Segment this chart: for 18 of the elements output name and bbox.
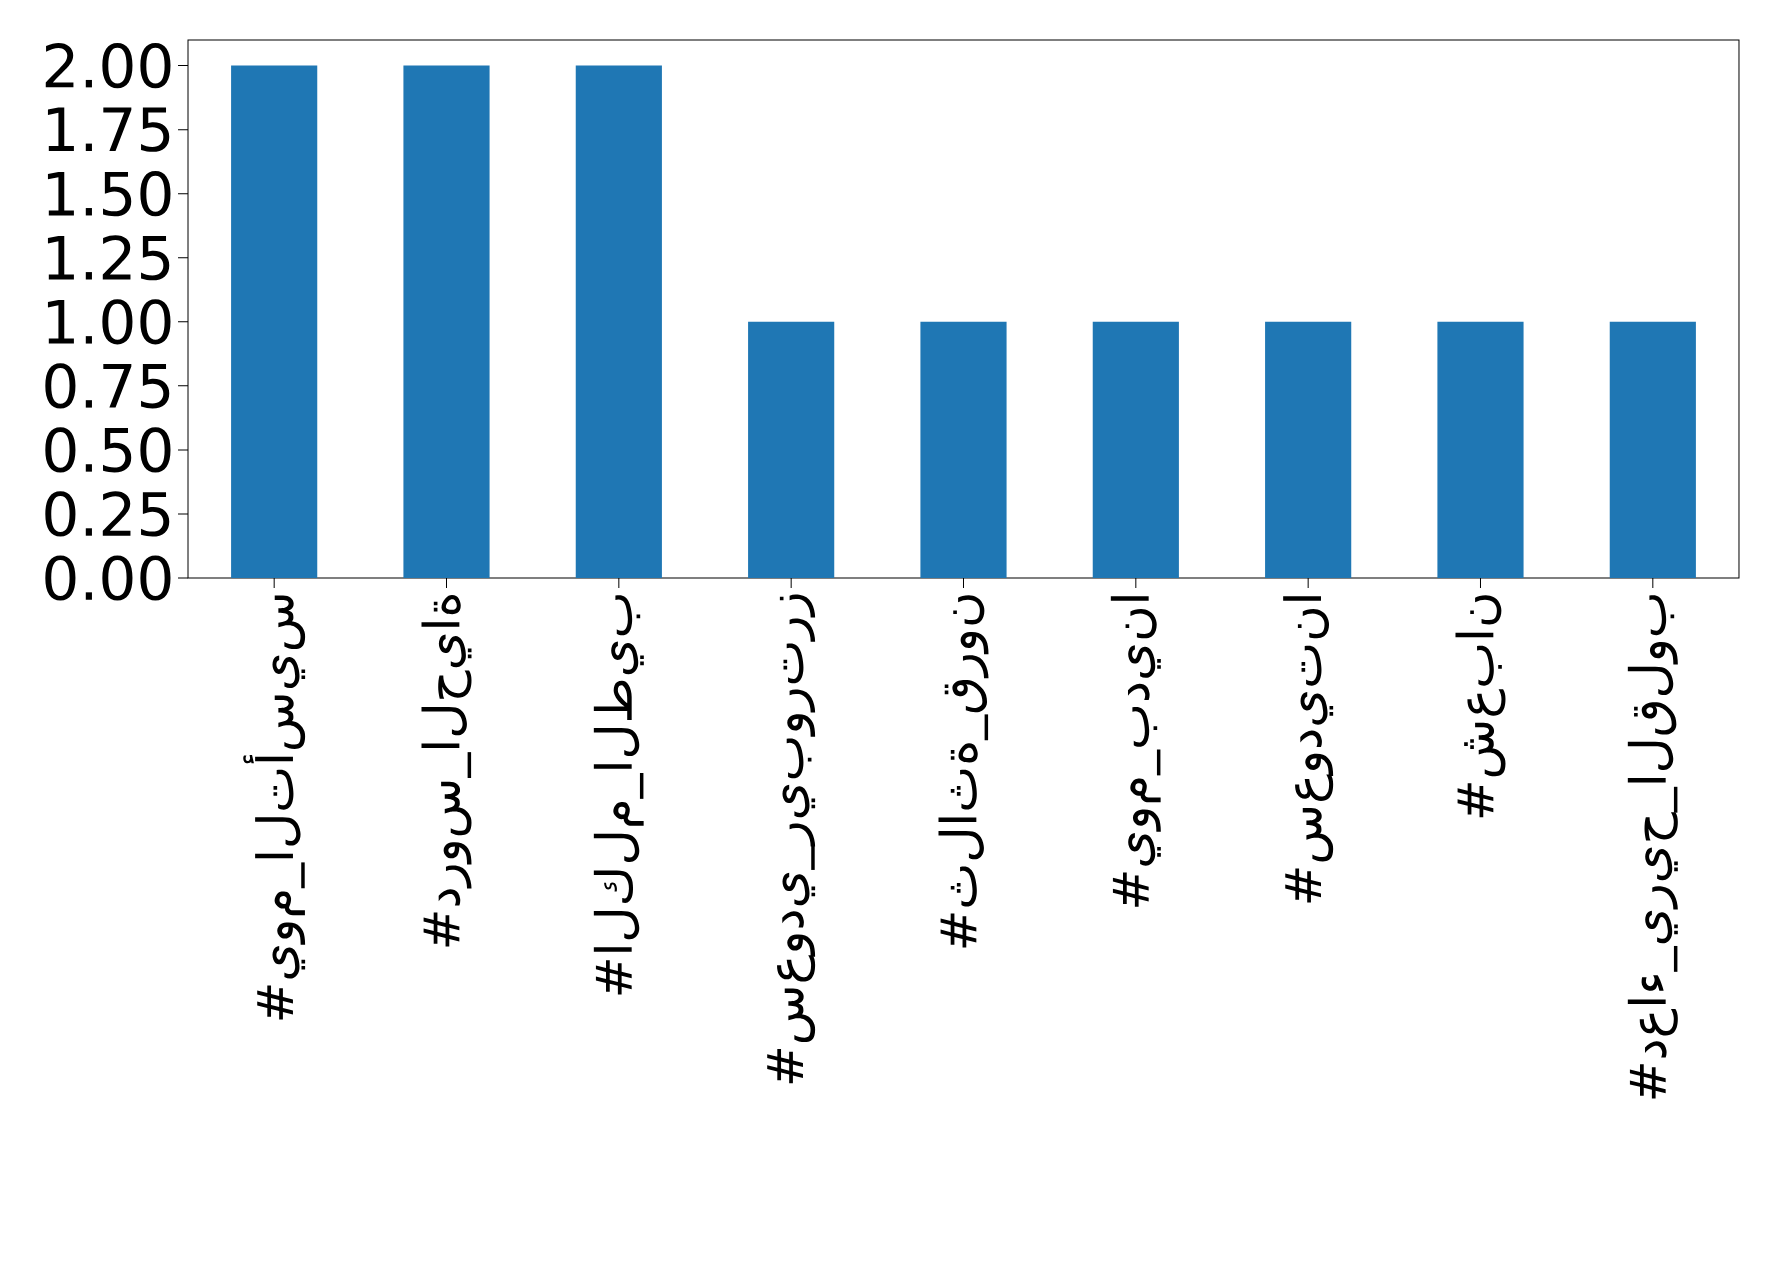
x-tick-label: #يوم_التأسيس	[243, 595, 306, 1020]
x-tick-label: #شعبان	[1455, 595, 1506, 818]
y-tick-label: 1.25	[47, 235, 170, 281]
x-tick-label: #الكلم_الطيب	[593, 595, 644, 995]
y-tick-label: 0.75	[45, 363, 170, 409]
y-tick-label: 1.50	[47, 171, 171, 217]
x-tick-label: #يوم_بدينا	[1110, 596, 1161, 907]
y-tick-label: 1.75	[47, 107, 170, 152]
y-tick-label: 0.25	[45, 491, 170, 537]
y-tick-label: 0.50	[45, 427, 171, 473]
y-tick-label: 0.00	[45, 555, 171, 601]
x-tick-label: #سعوديتنا	[1283, 596, 1334, 903]
x-tick-label: #دعاء_يريح_القلوب	[1627, 595, 1678, 1099]
x-tick-label: #سعودي_ريبورترز	[767, 594, 816, 1084]
y-tick-label: 2.00	[45, 42, 171, 89]
y-tick-label: 1.00	[47, 299, 171, 345]
x-tick-label: #ثلاثة_قرون	[938, 595, 989, 948]
x-tick-label: #دروس_الحياة	[421, 594, 472, 947]
